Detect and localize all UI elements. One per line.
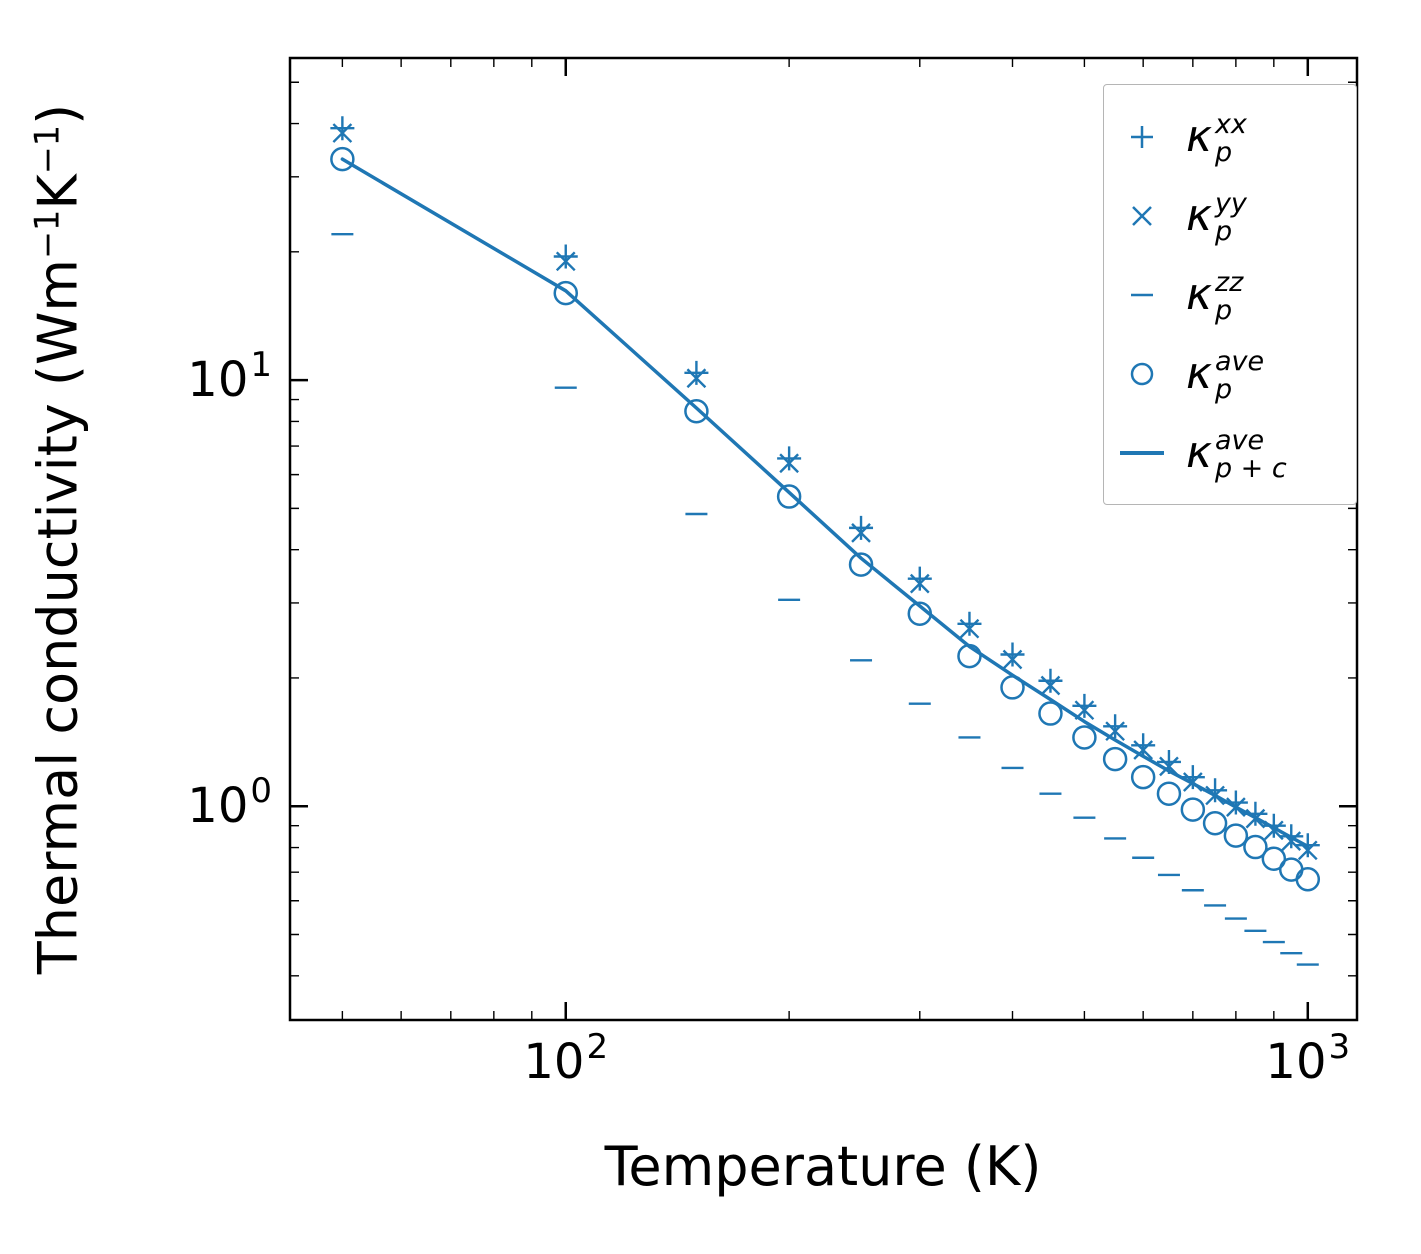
y-axis-label: Thermal conductivity (Wm−1K−1) [27, 104, 90, 974]
plus-marker-icon [1114, 117, 1170, 157]
circle-marker-icon [1114, 354, 1170, 394]
line-marker-icon [1114, 433, 1170, 473]
legend-label-kpc: κ ave p + c [1186, 424, 1287, 484]
legend-entry-kpc: κ ave p + c [1114, 413, 1346, 492]
svg-text:100: 100 [187, 771, 272, 834]
legend: κ xx p κ yy p κ zz p κ ave p κ ave p + c [1103, 84, 1357, 505]
legend-entry-kzz: κ zz p [1114, 255, 1346, 334]
x-axis-label: Temperature (K) [604, 1135, 1042, 1198]
legend-entry-kxx: κ xx p [1114, 97, 1346, 176]
legend-label-kxx: κ xx p [1186, 108, 1247, 168]
legend-label-kave: κ ave p [1186, 345, 1265, 405]
legend-label-kyy: κ yy p [1186, 187, 1247, 247]
hline-marker-icon [1114, 275, 1170, 315]
cross-marker-icon [1114, 196, 1170, 236]
svg-text:102: 102 [523, 1027, 608, 1090]
legend-label-kzz: κ zz p [1186, 266, 1244, 326]
y-axis-label-text: Thermal conductivity (Wm−1K−1) [26, 103, 90, 975]
svg-text:103: 103 [1265, 1027, 1350, 1090]
legend-entry-kave: κ ave p [1114, 334, 1346, 413]
legend-entry-kyy: κ yy p [1114, 176, 1346, 255]
svg-text:101: 101 [187, 345, 272, 408]
